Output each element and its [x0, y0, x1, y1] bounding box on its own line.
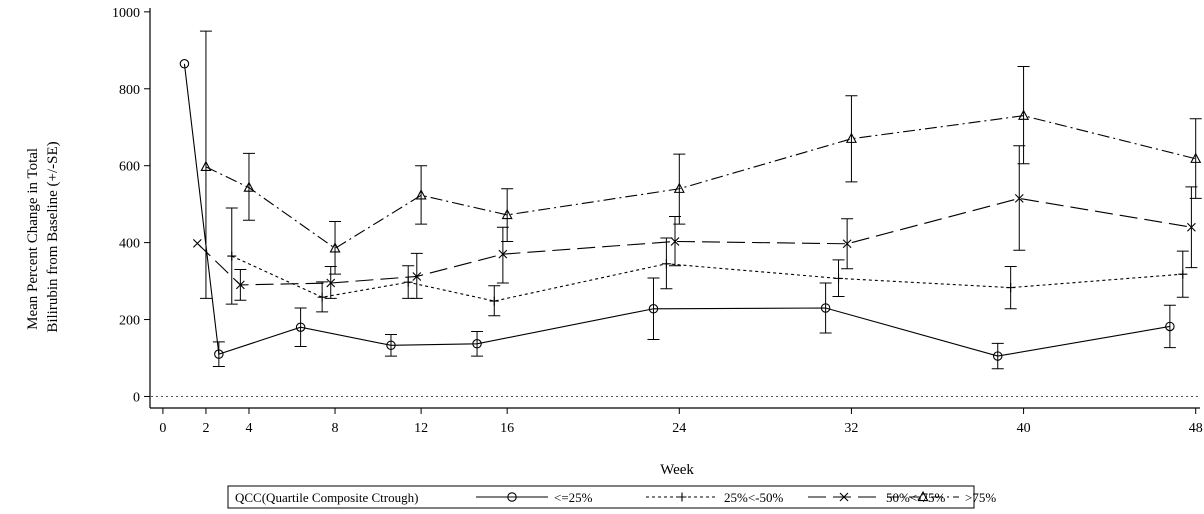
legend-marker-4 — [917, 490, 929, 502]
data-point-2-8 — [1178, 269, 1188, 279]
x-tick-label-0: 0 — [159, 421, 166, 436]
legend-marker-2 — [677, 492, 687, 502]
data-point-1-5 — [472, 339, 482, 349]
error-bar-1-7 — [819, 282, 832, 334]
legend-frame — [227, 485, 975, 509]
data-point-1-9 — [1165, 321, 1175, 332]
data-point-3-9 — [1187, 222, 1196, 232]
error-bar-4-5 — [501, 188, 514, 242]
legend: QCC(Quartile Composite Ctrough) <=25% 25%… — [227, 485, 996, 509]
error-bar-4-2 — [242, 152, 255, 221]
legend-label-1: <=25% — [554, 490, 593, 505]
data-point-1-4 — [386, 340, 396, 351]
y-axis-title: Mean Percent Change in Total Bilirubin f… — [25, 141, 61, 332]
data-point-3-2 — [235, 280, 245, 290]
error-bar-1-9 — [1163, 304, 1176, 349]
legend-title: QCC(Quartile Composite Ctrough) — [235, 490, 418, 505]
data-point-1-2 — [214, 349, 224, 359]
legend-label-2: 25%<-50% — [724, 490, 783, 505]
error-bar-4-7 — [845, 95, 858, 183]
data-point-4-7 — [845, 132, 857, 143]
series-line-4 — [205, 115, 1196, 250]
data-point-4-2 — [243, 181, 255, 192]
legend-marker-3 — [839, 492, 849, 502]
y-tick-label-1000: 1000 — [112, 6, 140, 21]
data-point-1-1 — [179, 59, 190, 69]
series-2 — [225, 207, 1189, 317]
legend-items: <=25% 25%<-50% 50%<-75% >75% — [476, 490, 996, 505]
data-point-2-3 — [403, 277, 413, 287]
data-point-3-1 — [192, 238, 202, 248]
x-tick-label-48: 48 — [1189, 421, 1203, 436]
data-point-3-4 — [412, 272, 422, 281]
error-bar-4-4 — [415, 165, 428, 225]
data-point-2-6 — [834, 273, 844, 283]
data-point-3-7 — [842, 239, 852, 249]
error-bar-4-8 — [1017, 65, 1030, 165]
error-bar-1-8 — [991, 342, 1004, 370]
x-tick-label-32: 32 — [844, 421, 858, 436]
error-bar-1-3 — [294, 307, 307, 347]
data-point-3-8 — [1014, 193, 1024, 203]
error-bar-1-4 — [384, 334, 397, 357]
error-bar-4-6 — [673, 153, 686, 225]
series-4 — [199, 30, 1202, 299]
error-bar-4-1 — [199, 30, 212, 299]
data-point-2-4 — [489, 296, 499, 306]
data-point-3-3 — [326, 278, 336, 288]
data-point-2-5 — [661, 259, 671, 269]
legend-label-4: >75% — [965, 490, 996, 505]
data-point-4-8 — [1018, 109, 1030, 120]
x-tick-label-16: 16 — [500, 421, 514, 436]
error-bar-1-6 — [647, 277, 660, 341]
data-point-4-1 — [200, 160, 212, 171]
y-axis-title-line-1: Mean Percent Change in Total — [25, 148, 41, 330]
y-tick-label-200: 200 — [119, 314, 140, 329]
x-tick-label-40: 40 — [1017, 421, 1031, 436]
series-layer — [179, 30, 1202, 370]
x-tick-label-2: 2 — [202, 421, 209, 436]
data-point-1-8 — [992, 351, 1003, 361]
y-axis-title-line-2: Bilirubin from Baseline (+/-SE) — [45, 141, 61, 332]
data-point-2-1 — [227, 251, 237, 261]
data-point-4-4 — [415, 189, 427, 200]
x-tick-label-8: 8 — [332, 421, 339, 436]
x-tick-label-12: 12 — [414, 421, 428, 436]
data-point-3-6 — [670, 237, 680, 246]
error-bar-4-9 — [1189, 118, 1202, 199]
data-point-4-6 — [673, 182, 685, 193]
series-line-1 — [183, 63, 1170, 357]
y-tick-label-400: 400 — [119, 237, 140, 252]
data-point-4-9 — [1190, 152, 1202, 163]
data-point-3-5 — [498, 249, 508, 259]
error-bar-1-5 — [471, 330, 484, 357]
data-point-4-3 — [329, 242, 341, 253]
data-point-1-6 — [648, 304, 659, 314]
data-point-2-7 — [1006, 283, 1016, 293]
series-line-2 — [231, 255, 1183, 302]
x-axis-title: Week — [660, 462, 694, 478]
y-tick-label-800: 800 — [119, 83, 140, 98]
y-tick-label-600: 600 — [119, 160, 140, 175]
x-tick-label-24: 24 — [672, 421, 686, 436]
series-1 — [179, 59, 1176, 370]
data-point-1-3 — [295, 322, 306, 332]
error-bar-1-2 — [212, 341, 225, 367]
series-line-3 — [196, 197, 1192, 286]
data-point-2-2 — [317, 292, 327, 302]
legend-marker-1 — [507, 492, 517, 502]
error-bar-4-3 — [329, 220, 342, 275]
data-point-1-7 — [820, 303, 831, 313]
series-3 — [192, 145, 1198, 301]
x-tick-label-4: 4 — [245, 421, 252, 436]
y-tick-label-0: 0 — [133, 390, 140, 405]
data-point-4-5 — [501, 208, 513, 220]
